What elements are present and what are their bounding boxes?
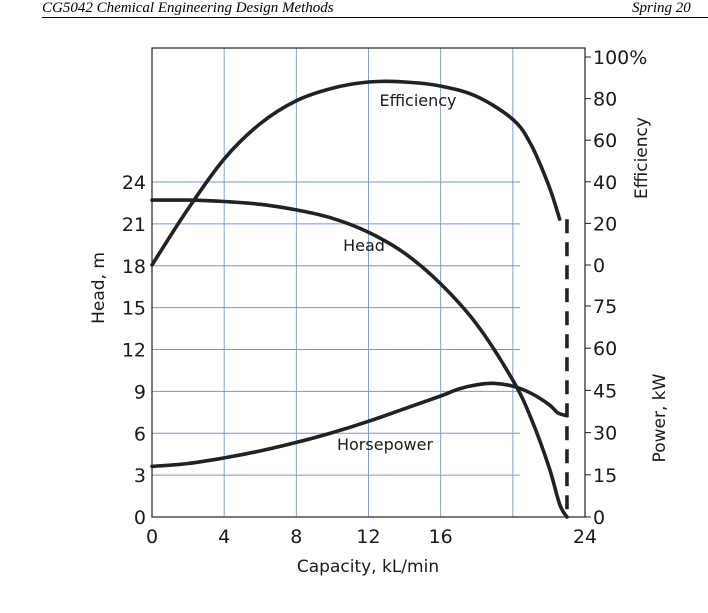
power-tick-75: 75 xyxy=(593,296,617,318)
head-tick-3: 3 xyxy=(134,465,146,487)
capacity-tick-0: 0 xyxy=(146,526,158,548)
y-axis-label-efficiency: Efficiency xyxy=(632,117,652,199)
header-rule xyxy=(42,17,708,18)
efficiency-axis-ticks: 0 20 40 60 80 100% xyxy=(585,47,647,277)
head-tick-9: 9 xyxy=(134,381,146,403)
power-tick-60: 60 xyxy=(593,338,617,360)
efficiency-tick-100: 100% xyxy=(593,47,647,69)
capacity-tick-16: 16 xyxy=(429,526,453,548)
head-tick-6: 6 xyxy=(134,423,146,445)
head-tick-24: 24 xyxy=(122,172,146,194)
series-curves xyxy=(150,79,569,519)
capacity-tick-8: 8 xyxy=(290,526,302,548)
efficiency-tick-60: 60 xyxy=(593,130,617,152)
power-axis-ticks: 0 15 30 45 60 75 xyxy=(585,296,617,529)
head-tick-15: 15 xyxy=(122,298,146,320)
series-line-head xyxy=(150,198,569,519)
curve-label-efficiency: Efficiency xyxy=(379,91,456,110)
capacity-tick-12: 12 xyxy=(356,526,380,548)
y-axis-label-head: Head, m xyxy=(89,252,109,324)
document-header-right: Spring 20 xyxy=(632,0,691,16)
plot-frame xyxy=(151,47,586,518)
head-tick-0: 0 xyxy=(134,507,146,529)
series-line-efficiency xyxy=(150,79,562,267)
power-tick-0: 0 xyxy=(593,507,605,529)
efficiency-tick-40: 40 xyxy=(593,172,617,194)
series-line-horsepower xyxy=(150,381,569,469)
document-header-left: CG5042 Chemical Engineering Design Metho… xyxy=(42,0,334,16)
capacity-tick-24: 24 xyxy=(573,526,597,548)
curve-label-horsepower: Horsepower xyxy=(337,435,433,454)
x-axis-label: Capacity, kL/min xyxy=(297,557,439,577)
power-tick-15: 15 xyxy=(593,465,617,487)
efficiency-tick-0: 0 xyxy=(593,255,605,277)
efficiency-tick-80: 80 xyxy=(593,89,617,111)
capacity-tick-4: 4 xyxy=(218,526,230,548)
plot-border xyxy=(151,47,586,518)
capacity-axis-ticks: 0 4 8 12 16 24 xyxy=(146,526,597,548)
head-tick-12: 12 xyxy=(122,340,146,362)
efficiency-tick-20: 20 xyxy=(593,213,617,235)
head-axis-ticks: 0 3 6 9 12 15 18 21 24 xyxy=(122,172,146,529)
power-tick-30: 30 xyxy=(593,423,617,445)
y-axis-label-power: Power, kW xyxy=(650,373,670,462)
power-tick-45: 45 xyxy=(593,380,617,402)
curve-label-head: Head xyxy=(343,236,385,255)
head-tick-18: 18 xyxy=(122,256,146,278)
head-tick-21: 21 xyxy=(122,214,146,236)
